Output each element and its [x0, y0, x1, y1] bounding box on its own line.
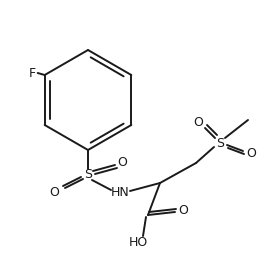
Text: F: F: [29, 67, 36, 80]
Text: HO: HO: [128, 235, 148, 248]
Text: O: O: [178, 204, 188, 217]
Text: S: S: [216, 136, 224, 149]
Text: S: S: [84, 169, 92, 182]
Text: HN: HN: [111, 186, 129, 199]
Text: O: O: [49, 185, 59, 198]
Text: O: O: [193, 116, 203, 128]
Text: O: O: [246, 147, 256, 160]
Text: O: O: [117, 155, 127, 169]
